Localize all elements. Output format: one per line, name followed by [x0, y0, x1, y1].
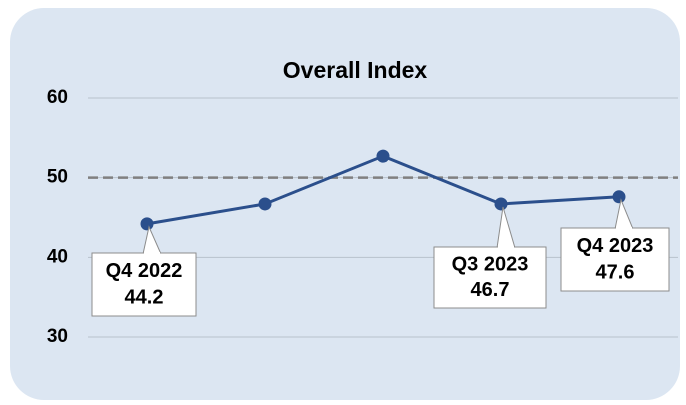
- callout: Q4 2023 47.6: [560, 198, 670, 292]
- chart-title: Overall Index: [283, 57, 428, 83]
- callout-category: Q4 2022: [106, 260, 183, 282]
- data-label: 47.6: [596, 262, 635, 284]
- callout-category: Q4 2023: [577, 235, 654, 257]
- callout-box: [560, 227, 670, 292]
- y-tick-label: 30: [47, 326, 68, 347]
- callout-category: Q3 2023: [452, 254, 529, 276]
- y-tick-label: 60: [47, 87, 68, 108]
- callout-box: [433, 246, 547, 309]
- callout: Q3 2023 46.7: [433, 206, 547, 309]
- point: [140, 217, 154, 231]
- callout-box: [91, 252, 197, 317]
- y-tick-label: 40: [47, 246, 68, 267]
- y-tick-label: 50: [47, 167, 68, 188]
- data-label: 44.2: [125, 287, 164, 309]
- point: [258, 197, 272, 211]
- point: [376, 149, 390, 163]
- data-label: 46.7: [471, 279, 510, 301]
- point: [612, 190, 626, 204]
- point: [494, 197, 508, 211]
- callout: Q4 2022 44.2: [91, 225, 197, 317]
